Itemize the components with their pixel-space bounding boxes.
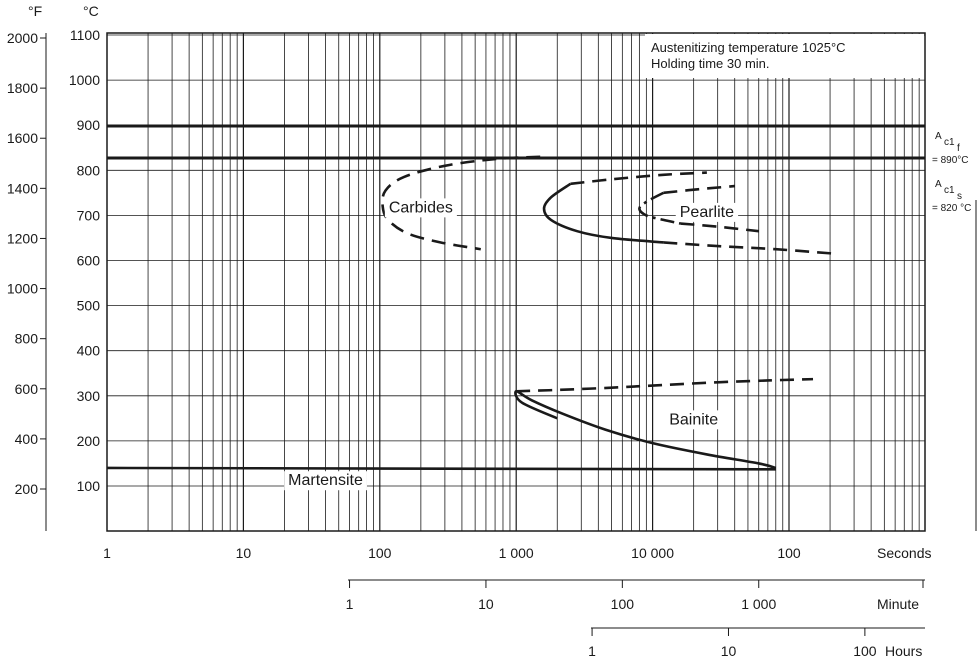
curve-pearlite-outer-finish	[570, 173, 706, 184]
celsius-tick-label: 1100	[70, 27, 100, 43]
fahrenheit-tick-label: 1000	[7, 281, 38, 297]
ac1f-sub: c1	[944, 137, 955, 148]
celsius-tick-label: 900	[77, 117, 101, 133]
celsius-tick-label: 200	[77, 433, 101, 449]
curve-ms-line	[107, 468, 776, 469]
seconds-tick-label: 100	[777, 545, 801, 561]
celsius-tick-label: 700	[77, 207, 101, 223]
celsius-ticks: 100 200 300 400 500 600 700 800 900 1000 1100	[69, 27, 100, 494]
minute-tick-label: 10	[478, 596, 494, 612]
fahrenheit-tick-label: 1200	[7, 230, 38, 246]
annotation-line-1: Austenitizing temperature 1025°C	[651, 40, 846, 55]
fahrenheit-tick-label: 1400	[7, 180, 38, 196]
hours-ticks: 1 10 100	[588, 628, 877, 659]
curve-pearlite-outer-start	[544, 184, 663, 243]
celsius-tick-label: 400	[77, 343, 101, 359]
curve-bainite-finish	[516, 379, 813, 391]
hours-tick-label: 1	[588, 643, 596, 659]
vertical-grid	[148, 33, 919, 531]
seconds-unit: Seconds	[877, 545, 931, 561]
seconds-tick-label: 1	[103, 545, 111, 561]
region-label-pearlite: Pearlite	[680, 204, 734, 221]
celsius-tick-label: 600	[77, 253, 101, 269]
fahrenheit-tick-label: 200	[15, 481, 39, 497]
ac1s-symbol: A	[935, 179, 942, 190]
curve-pearlite-outer-tail	[663, 242, 835, 253]
celsius-tick-label: 800	[77, 162, 101, 178]
minute-tick-label: 1	[346, 596, 354, 612]
seconds-ticks: 1 10 100 1 000 10 000 100	[103, 545, 801, 561]
curve-pearlite-inner-lower	[680, 224, 758, 232]
minute-unit: Minute	[877, 596, 919, 612]
fahrenheit-tick-label: 1600	[7, 130, 38, 146]
fahrenheit-ticks: 200 400 600 800 1000 1200 1400 1600 1800 2000	[7, 30, 46, 497]
celsius-tick-label: 300	[77, 388, 101, 404]
fahrenheit-tick-label: 800	[15, 331, 39, 347]
region-label-carbides: Carbides	[389, 199, 453, 216]
minute-tick-label: 1 000	[741, 596, 776, 612]
ac1s-value: = 820 °C	[932, 203, 971, 214]
ac1f-symbol: A	[935, 131, 942, 142]
celsius-tick-label: 500	[77, 298, 101, 314]
ac1s-sub2: s	[957, 191, 962, 202]
ac1s-label: A c1 s = 820 °C	[932, 179, 971, 214]
minute-tick-label: 100	[611, 596, 635, 612]
seconds-tick-label: 10 000	[631, 545, 674, 561]
hours-tick-label: 100	[853, 643, 877, 659]
curve-pearlite-inner-upper	[663, 186, 734, 193]
celsius-tick-label: 100	[77, 478, 101, 494]
fahrenheit-tick-label: 2000	[7, 30, 38, 46]
hours-unit: Hours	[885, 643, 922, 659]
region-label-martensite: Martensite	[288, 472, 363, 489]
seconds-tick-label: 1 000	[499, 545, 534, 561]
fahrenheit-tick-label: 400	[15, 431, 39, 447]
hours-tick-label: 10	[721, 643, 737, 659]
ac1f-sub2: f	[957, 143, 960, 154]
seconds-tick-label: 10	[236, 545, 252, 561]
ac1f-value: = 890°C	[932, 155, 969, 166]
fahrenheit-tick-label: 1800	[7, 80, 38, 96]
region-label-bainite: Bainite	[669, 411, 718, 428]
celsius-tick-label: 1000	[69, 72, 100, 88]
curve-pearlite-inner-start	[639, 193, 680, 224]
ac1f-label: A c1 f = 890°C	[932, 131, 969, 166]
fahrenheit-unit: °F	[28, 3, 42, 19]
seconds-tick-label: 100	[368, 545, 392, 561]
ac1s-sub: c1	[944, 185, 955, 196]
annotation-line-2: Holding time 30 min.	[651, 56, 770, 71]
minute-ticks: 1 10 100 1 000	[346, 580, 923, 612]
curve-bainite-start	[515, 391, 775, 468]
celsius-unit: °C	[83, 3, 99, 19]
fahrenheit-tick-label: 600	[15, 381, 39, 397]
